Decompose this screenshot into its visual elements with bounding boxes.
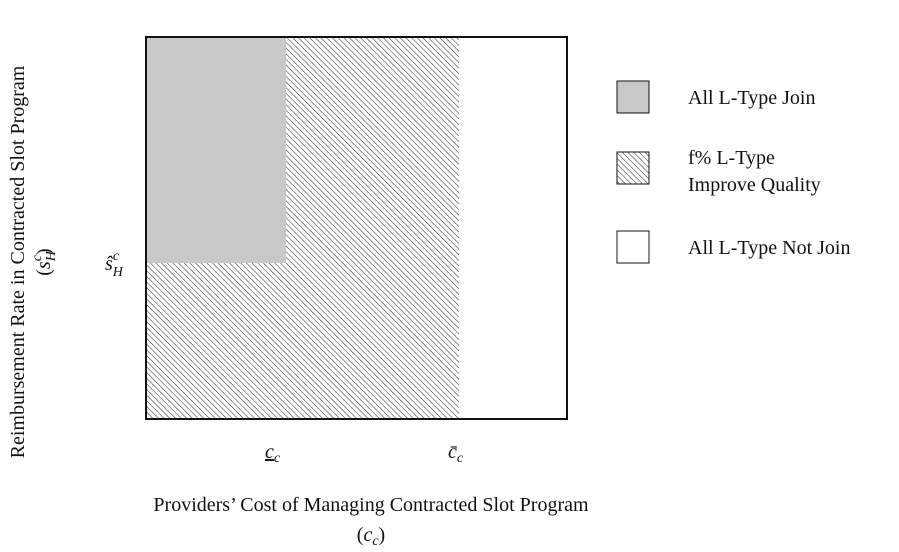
text-part: s [33,261,55,269]
text-part: c [372,534,379,549]
text-part: ( [33,269,55,276]
text-part: H [44,250,59,262]
text-part: c [363,524,372,546]
text-part: c [457,451,464,466]
text-part: H [112,265,124,280]
text-part: c [265,441,274,463]
y-axis-title: Reimbursement Rate in Contracted Slot Pr… [7,65,29,458]
text-part: c [30,254,45,261]
legend-label: All L-Type Not Join [688,237,850,259]
text-part: c [274,451,281,466]
gray-region [146,37,286,263]
y-tick-label: ŝHc [105,249,124,280]
y-axis-symbol: (sHc) [30,248,59,275]
plot-frame [145,36,568,420]
text-part: c̄ [448,441,457,463]
legend-label: Improve Quality [688,174,821,196]
legend-swatch [616,80,650,114]
legend-label: f% L-Type [688,147,775,169]
x-axis-symbol: (cc) [357,524,385,549]
legend: All L-Type Join f% L-Type Improve Qualit… [616,80,850,264]
legend-swatch [616,151,650,185]
x-tick-label: cc [265,441,281,466]
text-part: ( [357,524,364,546]
text-part: c [113,249,120,264]
plot [145,36,568,420]
text-part: ŝ [105,253,113,275]
x-tick-label: c̄c [448,441,464,466]
legend-label: All L-Type Join [688,87,815,109]
text-part: ) [33,248,55,255]
x-axis-title: Providers’ Cost of Managing Contracted S… [153,494,589,516]
text-part: ) [379,524,386,546]
legend-swatch [616,230,650,264]
